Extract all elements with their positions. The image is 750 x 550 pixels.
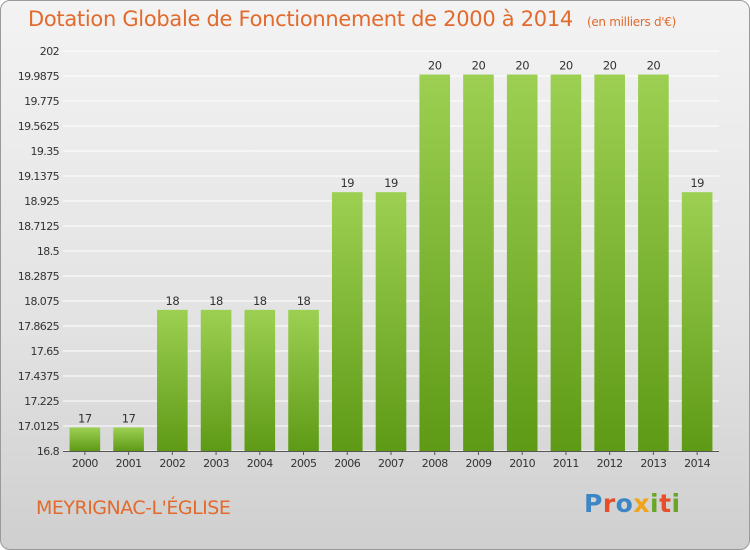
bar-2009: [463, 74, 494, 451]
y-tick-label: 19.5625: [18, 120, 60, 133]
data-label-2014: 19: [690, 176, 704, 190]
data-label-2007: 19: [384, 176, 398, 190]
data-label-2009: 20: [472, 59, 486, 73]
chart-title: Dotation Globale de Fonctionnement de 20…: [28, 7, 676, 31]
bar-2002: [157, 309, 188, 451]
y-tick-label: 19.775: [24, 95, 59, 108]
y-tick-label: 17.8625: [18, 320, 60, 333]
commune-name: MEYRIGNAC-L'ÉGLISE: [36, 497, 231, 519]
y-tick-label: 19.35: [31, 145, 60, 158]
x-tick-label-2004: 2004: [247, 457, 273, 470]
x-tick-label-2002: 2002: [159, 457, 185, 470]
y-tick-label: 19.1375: [18, 170, 60, 183]
x-tick-label-2010: 2010: [509, 457, 535, 470]
data-label-2010: 20: [515, 59, 529, 73]
bar-2007: [375, 192, 407, 452]
data-label-2008: 20: [428, 59, 442, 73]
y-tick-label: 16.8: [37, 445, 60, 458]
bar-2012: [594, 74, 625, 451]
data-label-2000: 17: [78, 411, 92, 425]
y-axis-ticks: 202 19.9875 19.775 19.5625 19.35 19.1375 18.92…: [18, 45, 60, 458]
bar-2006: [331, 192, 363, 452]
y-tick-label: 18.2875: [18, 270, 60, 283]
y-tick-label: 18.075: [24, 295, 59, 308]
data-label-2013: 20: [647, 59, 661, 73]
x-tick-label-2003: 2003: [203, 457, 229, 470]
chart-title-text: Dotation Globale de Fonctionnement de 20…: [28, 7, 573, 31]
x-tick-label-2014: 2014: [684, 457, 710, 470]
bar-2013: [638, 74, 669, 451]
proxiti-logo: Proxiti: [584, 489, 681, 518]
x-tick-label-2009: 2009: [465, 457, 491, 470]
x-tick-label-2005: 2005: [291, 457, 317, 470]
logo-letter: P: [584, 489, 603, 518]
y-tick-label: 18.7125: [18, 220, 60, 233]
data-label-2002: 18: [166, 294, 180, 308]
x-axis-ticks: 2000 2001 2002 2003 2004 2005 2006 2007 2008 2009…: [72, 451, 711, 470]
x-tick-label-2007: 2007: [378, 457, 404, 470]
bar-2011: [550, 74, 582, 451]
x-tick-label-2011: 2011: [553, 457, 579, 470]
x-tick-label-2012: 2012: [597, 457, 623, 470]
y-tick-label: 18.5: [37, 245, 60, 258]
data-label-2003: 18: [209, 294, 223, 308]
logo-letter: x: [633, 489, 650, 518]
x-tick-label-2006: 2006: [334, 457, 360, 470]
bar-2000: [69, 427, 101, 451]
x-tick-label-2008: 2008: [422, 457, 448, 470]
y-tick-label: 17.0125: [18, 420, 60, 433]
logo-letter: t: [659, 489, 672, 518]
data-label-2004: 18: [253, 294, 267, 308]
data-labels: 17 17 18 18 18 18 19 19 20 20 20 20 20 20 19: [78, 59, 705, 426]
bar-2014: [681, 192, 713, 452]
logo-letter: i: [671, 489, 681, 518]
bar-2004: [244, 309, 276, 451]
y-tick-label: 17.225: [24, 395, 59, 408]
data-label-2011: 20: [559, 59, 573, 73]
x-tick-label-2013: 2013: [640, 457, 666, 470]
bar-2005: [288, 309, 319, 451]
bar-2001: [113, 427, 144, 451]
data-label-2006: 19: [340, 176, 354, 190]
bar-2010: [506, 74, 538, 451]
data-label-2001: 17: [122, 411, 136, 425]
y-tick-label: 17.65: [31, 345, 60, 358]
chart-unit: (en milliers d'€): [586, 15, 676, 29]
logo-letter: r: [602, 489, 616, 518]
bar-2003: [200, 309, 232, 451]
bars: [69, 74, 713, 452]
y-tick-label: 17.4375: [18, 370, 60, 383]
x-tick-label-2001: 2001: [116, 457, 142, 470]
logo-letter: o: [615, 489, 634, 518]
data-label-2005: 18: [297, 294, 311, 308]
logo-letter: i: [650, 489, 660, 518]
data-label-2012: 20: [603, 59, 617, 73]
y-tick-label: 19.9875: [18, 70, 60, 83]
x-tick-label-2000: 2000: [72, 457, 98, 470]
y-tick-label: 18.925: [24, 195, 59, 208]
bar-2008: [419, 74, 451, 451]
y-tick-label: 202: [40, 45, 59, 58]
